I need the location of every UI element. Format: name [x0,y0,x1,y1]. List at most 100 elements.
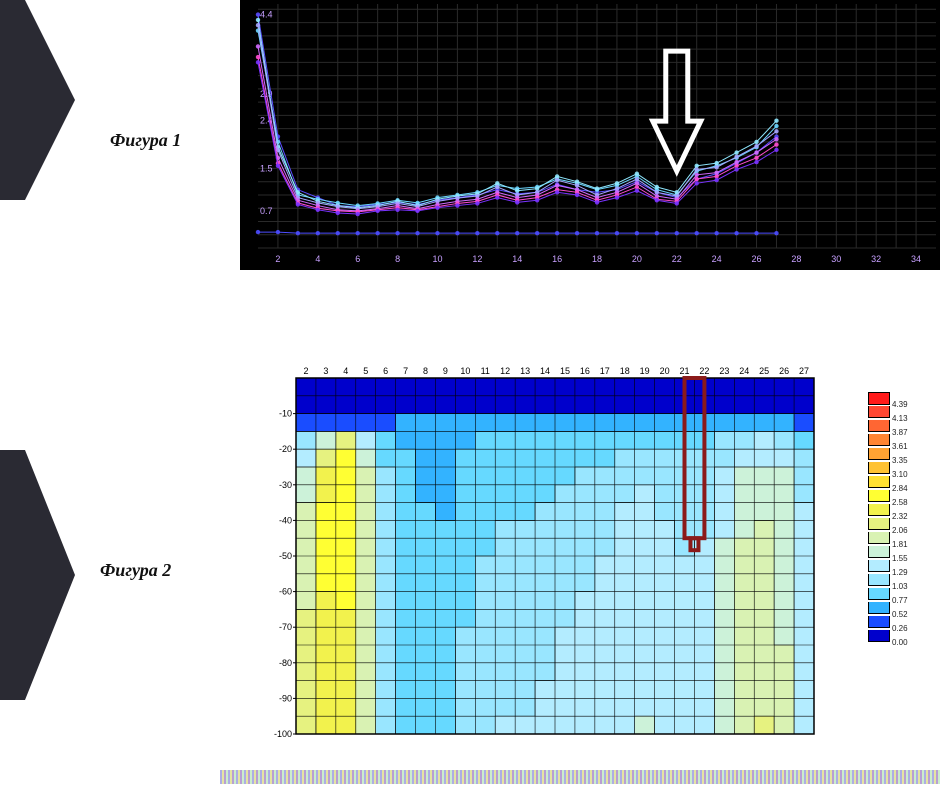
legend-swatch [868,406,890,418]
svg-text:13: 13 [520,366,530,376]
legend-label: 3.61 [892,442,908,451]
legend-label: 1.29 [892,568,908,577]
svg-text:4.4: 4.4 [260,10,273,20]
legend-swatch [868,504,890,516]
fig2-caption: Фигура 2 [100,560,171,581]
svg-text:23: 23 [719,366,729,376]
legend-swatch [868,602,890,614]
legend-label: 3.10 [892,470,908,479]
svg-text:2: 2 [303,366,308,376]
svg-text:-80: -80 [279,658,292,668]
svg-text:21: 21 [679,366,689,376]
svg-text:28: 28 [791,254,801,264]
svg-text:22: 22 [672,254,682,264]
svg-text:16: 16 [552,254,562,264]
svg-text:7: 7 [403,366,408,376]
legend-label: 3.87 [892,428,908,437]
svg-text:10: 10 [432,254,442,264]
legend-row: 0.00 [868,630,890,644]
svg-text:4: 4 [315,254,320,264]
svg-text:26: 26 [779,366,789,376]
legend-swatch [868,434,890,446]
legend-label: 1.55 [892,554,908,563]
legend-swatch [868,616,890,628]
svg-text:20: 20 [660,366,670,376]
svg-text:8: 8 [423,366,428,376]
legend-label: 0.52 [892,610,908,619]
legend-swatch [868,462,890,474]
svg-text:24: 24 [712,254,722,264]
legend-row: 3.87 [868,420,890,434]
legend-swatch [868,546,890,558]
legend-label: 3.35 [892,456,908,465]
legend-row: 2.58 [868,490,890,504]
line-chart: 2468101214161820222426283032340.71.52.42… [240,0,940,270]
legend-label: 0.00 [892,638,908,647]
legend-label: 2.32 [892,512,908,521]
svg-text:20: 20 [632,254,642,264]
svg-text:0.7: 0.7 [260,206,273,216]
svg-text:16: 16 [580,366,590,376]
legend-label: 2.06 [892,526,908,535]
svg-text:18: 18 [592,254,602,264]
svg-text:34: 34 [911,254,921,264]
svg-text:19: 19 [640,366,650,376]
legend-swatch [868,392,890,405]
svg-text:26: 26 [752,254,762,264]
svg-text:-60: -60 [279,587,292,597]
svg-text:25: 25 [759,366,769,376]
legend-row: 3.61 [868,434,890,448]
legend-row: 2.84 [868,476,890,490]
legend-row: 1.55 [868,546,890,560]
svg-text:-90: -90 [279,693,292,703]
legend-row: 0.52 [868,602,890,616]
svg-text:2: 2 [275,254,280,264]
legend-row: 0.77 [868,588,890,602]
noise-strip [220,770,940,784]
svg-text:18: 18 [620,366,630,376]
svg-text:6: 6 [383,366,388,376]
legend-label: 4.39 [892,400,908,409]
legend-row: 4.39 [868,392,890,406]
legend-label: 0.26 [892,624,908,633]
legend-swatch [868,476,890,488]
legend-row: 3.10 [868,462,890,476]
heatmap-chart: 2345678910111213141516171819202122232425… [260,360,820,740]
legend-row: 2.32 [868,504,890,518]
legend-label: 4.13 [892,414,908,423]
legend-label: 2.84 [892,484,908,493]
svg-text:14: 14 [512,254,522,264]
legend-swatch [868,588,890,600]
legend-label: 1.03 [892,582,908,591]
legend-label: 2.58 [892,498,908,507]
svg-text:1.5: 1.5 [260,163,273,173]
svg-text:-100: -100 [274,729,292,739]
svg-text:-30: -30 [279,480,292,490]
heatmap-legend: 4.394.133.873.613.353.102.842.582.322.06… [868,392,890,644]
svg-text:3: 3 [323,366,328,376]
legend-swatch [868,448,890,460]
legend-swatch [868,518,890,530]
side-arrow-fig2 [0,450,80,700]
svg-text:12: 12 [472,254,482,264]
legend-swatch [868,532,890,544]
legend-swatch [868,420,890,432]
svg-text:8: 8 [395,254,400,264]
svg-text:27: 27 [799,366,809,376]
svg-text:24: 24 [739,366,749,376]
svg-text:5: 5 [363,366,368,376]
legend-row: 1.03 [868,574,890,588]
svg-text:6: 6 [355,254,360,264]
legend-row: 1.81 [868,532,890,546]
svg-text:30: 30 [831,254,841,264]
svg-text:22: 22 [699,366,709,376]
legend-label: 1.81 [892,540,908,549]
svg-text:9: 9 [443,366,448,376]
legend-swatch [868,560,890,572]
legend-swatch [868,574,890,586]
legend-row: 1.29 [868,560,890,574]
svg-text:12: 12 [500,366,510,376]
fig1-caption: Фигура 1 [110,130,181,151]
svg-text:-70: -70 [279,622,292,632]
side-arrow-fig1 [0,0,80,200]
